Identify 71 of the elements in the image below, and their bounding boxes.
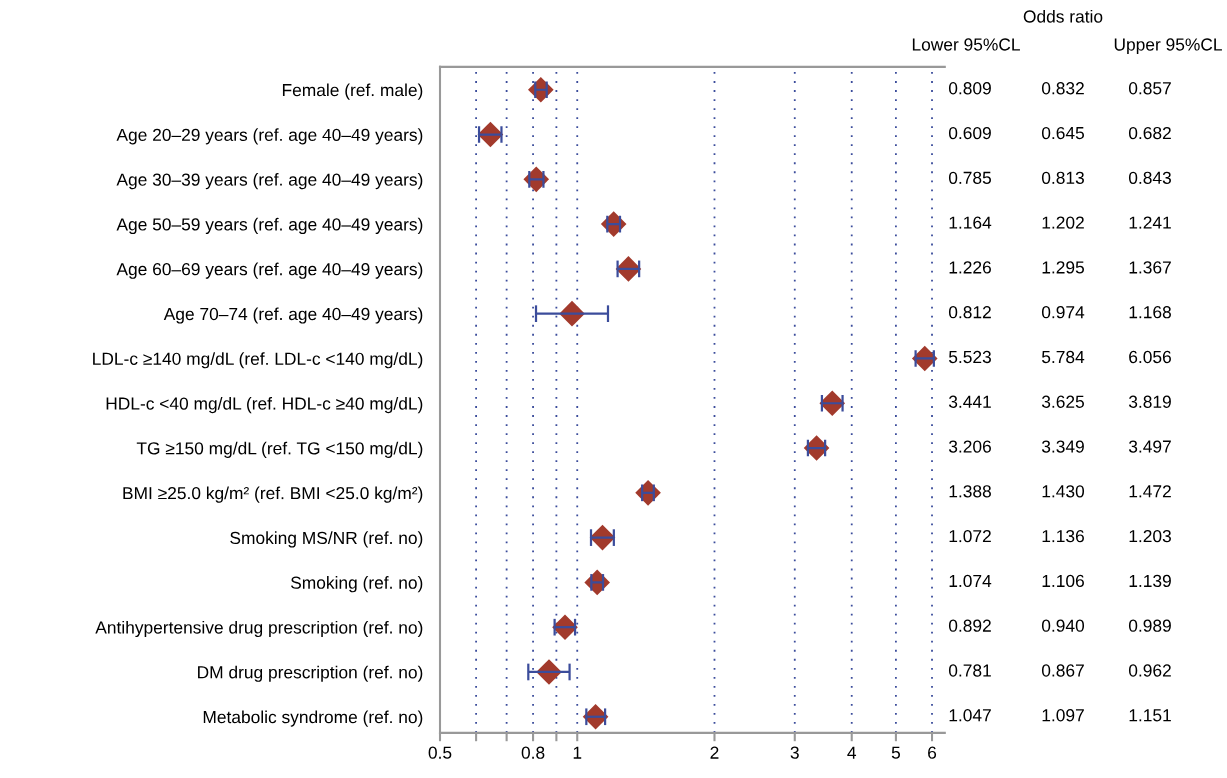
text: 0.843	[1128, 171, 1171, 184]
x-tick-label: 4	[847, 746, 857, 759]
text: 0.989	[1128, 619, 1171, 632]
y-tick-label: Age 20–29 years (ref. age 40–49 years)	[116, 128, 423, 145]
text: 0.809	[948, 82, 991, 95]
text: 0.781	[948, 664, 991, 677]
text: 0.974	[1041, 306, 1085, 319]
text: Upper 95%CL	[1114, 38, 1222, 55]
text: 3.497	[1128, 440, 1171, 453]
text: 1.472	[1129, 485, 1171, 498]
y-tick-label: LDL-c ≥140 mg/dL (ref. LDL-c <140 mg/dL)	[93, 352, 423, 369]
text: 3.206	[948, 440, 991, 453]
x-tick-label: 0.8	[521, 746, 545, 759]
text: 0.940	[1041, 619, 1085, 632]
y-tick-label: TG ≥150 mg/dL (ref. TG <150 mg/dL)	[136, 441, 423, 458]
text: 1.430	[1042, 485, 1085, 498]
text: 0.892	[948, 619, 991, 632]
x-tick-label: 6	[928, 746, 937, 759]
text: 3.441	[948, 395, 991, 408]
text: 5.784	[1041, 350, 1085, 364]
y-tick-label: DM drug prescription (ref. no)	[198, 665, 423, 682]
text: 1.226	[949, 261, 991, 274]
text: 0.857	[1128, 82, 1171, 95]
text: 1.164	[949, 216, 992, 229]
x-tick-label: 3	[790, 746, 799, 759]
y-tick-label: Smoking (ref. no)	[290, 576, 423, 593]
text: 1.202	[1042, 216, 1084, 229]
y-tick-label: Age 30–39 years (ref. age 40–49 years)	[116, 173, 423, 190]
text: Lower 95%CL	[912, 38, 1020, 51]
text: 1.097	[1042, 709, 1084, 722]
y-tick-label: HDL-c <40 mg/dL (ref. HDL-c ≥40 mg/dL)	[106, 396, 423, 414]
text: 0.812	[948, 306, 991, 319]
y-tick-label: Age 60–69 years (ref. age 40–49 years)	[116, 262, 423, 279]
text: 1.367	[1129, 261, 1171, 274]
text: 1.168	[1129, 306, 1171, 319]
y-tick-label: BMI ≥25.0 kg/m² (ref. BMI <25.0 kg/m²)	[123, 486, 423, 503]
y-tick-label: Female (ref. male)	[282, 83, 423, 100]
text: 0.813	[1041, 171, 1084, 184]
text: 6.056	[1129, 350, 1171, 364]
text: 1.388	[949, 485, 991, 498]
text: 0.645	[1041, 126, 1084, 140]
text: 1.074	[949, 574, 992, 588]
text: 1.241	[1129, 216, 1171, 229]
text: 1.136	[1042, 529, 1084, 543]
text: 3.819	[1128, 395, 1171, 408]
text: 1.072	[949, 529, 991, 543]
text: 5.523	[948, 350, 991, 364]
text: 1.047	[949, 709, 991, 722]
text: Odds ratio	[1023, 9, 1103, 23]
text: 0.682	[1128, 126, 1171, 140]
text: 1.139	[1129, 574, 1171, 588]
text: 0.832	[1041, 82, 1084, 95]
text: 0.609	[948, 126, 991, 140]
text: 0.785	[948, 171, 991, 184]
y-tick-label: Smoking MS/NR (ref. no)	[230, 531, 423, 548]
text: 1.295	[1042, 261, 1084, 274]
y-tick-label: Age 50–59 years (ref. age 40–49 years)	[116, 217, 423, 234]
x-tick-label: 0.5	[428, 746, 452, 759]
text: 1.151	[1129, 709, 1171, 722]
text: 0.867	[1041, 664, 1084, 677]
text: 3.625	[1041, 395, 1084, 408]
x-tick-label: 1	[573, 746, 582, 759]
text: 0.962	[1128, 664, 1171, 677]
y-tick-label: Antihypertensive drug prescription (ref. no)	[95, 620, 423, 638]
text: 1.106	[1042, 574, 1084, 588]
x-tick-label: 2	[710, 746, 719, 759]
x-tick-label: 5	[891, 746, 901, 759]
text: 1.203	[1129, 529, 1171, 543]
text: 3.349	[1041, 440, 1084, 453]
y-tick-label: Metabolic syndrome (ref. no)	[203, 710, 423, 727]
y-tick-label: Age 70–74 (ref. age 40–49 years)	[163, 307, 423, 324]
